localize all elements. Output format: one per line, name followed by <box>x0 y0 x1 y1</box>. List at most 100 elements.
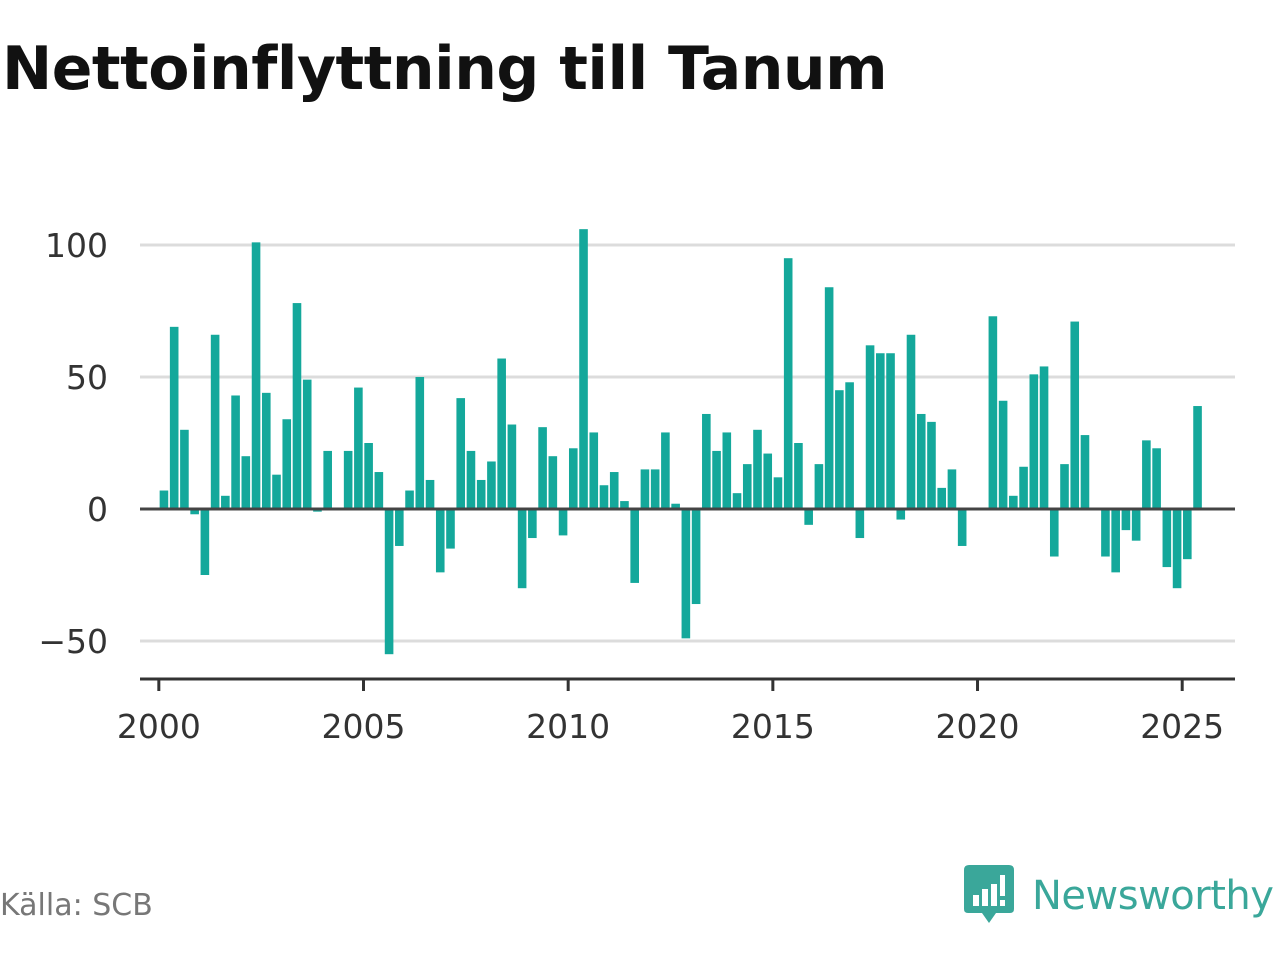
bar <box>1152 448 1161 509</box>
bar <box>405 490 414 509</box>
bar <box>1193 406 1202 509</box>
y-tick-label: 100 <box>45 226 108 265</box>
x-tick-label: 2010 <box>526 707 610 746</box>
bar <box>456 398 466 509</box>
bar <box>425 479 435 509</box>
bar <box>824 287 834 509</box>
y-tick-label: 0 <box>87 490 108 529</box>
brand-name: Newsworthy <box>1032 873 1274 919</box>
bar <box>200 509 210 575</box>
y-tick-labels: 100 50 0 −50 <box>38 226 108 661</box>
bar <box>231 395 240 509</box>
bar <box>599 485 609 509</box>
bar <box>855 509 865 539</box>
bar <box>620 501 629 509</box>
bar <box>374 472 384 509</box>
bar <box>354 387 363 509</box>
bar <box>1111 509 1120 573</box>
bar <box>1029 374 1039 509</box>
chart-title: Nettoinflyttning till Tanum <box>2 34 888 104</box>
bar <box>1019 466 1028 509</box>
bar <box>169 326 179 509</box>
bar <box>487 461 496 509</box>
bar <box>916 413 926 509</box>
bar <box>251 242 261 510</box>
bar <box>1009 495 1018 509</box>
bar <box>650 469 660 509</box>
bar <box>1131 509 1141 541</box>
bar <box>476 479 486 509</box>
bar <box>261 392 271 509</box>
bar <box>1121 509 1131 531</box>
bar <box>558 509 568 536</box>
x-tick-label: 2025 <box>1140 707 1224 746</box>
bar <box>783 258 793 509</box>
bar <box>446 509 455 549</box>
gridlines <box>140 243 1235 643</box>
bar <box>384 509 394 655</box>
bar <box>221 495 230 509</box>
bar <box>1142 440 1151 509</box>
bar <box>814 464 824 509</box>
bar <box>159 490 169 509</box>
bar <box>1049 509 1059 557</box>
bar <box>896 509 906 520</box>
bar <box>548 456 558 509</box>
bar <box>722 432 732 509</box>
bar <box>323 450 332 509</box>
bar <box>988 316 998 509</box>
bar <box>865 345 875 509</box>
bar <box>497 358 506 509</box>
bar <box>957 509 967 546</box>
bar <box>937 487 947 509</box>
x-tick-label: 2020 <box>936 707 1020 746</box>
bar <box>1172 509 1182 589</box>
bar <box>538 427 547 509</box>
bar <box>998 400 1008 509</box>
bar <box>886 353 895 509</box>
bar <box>579 229 588 509</box>
bar <box>804 509 813 525</box>
bar <box>517 509 527 589</box>
bar <box>947 469 957 509</box>
y-tick-label: 50 <box>66 358 108 397</box>
x-tick-label: 2000 <box>117 707 201 746</box>
bar <box>364 443 373 509</box>
bar <box>1162 509 1172 568</box>
bar <box>466 450 476 509</box>
bar <box>773 477 783 509</box>
bars <box>159 229 1202 655</box>
bar <box>180 429 189 509</box>
bar <box>1080 435 1090 509</box>
bar <box>702 413 711 509</box>
bar <box>835 390 844 509</box>
bar <box>640 469 650 509</box>
bar <box>435 509 445 573</box>
bar <box>568 448 578 509</box>
axes <box>140 507 1235 691</box>
bar <box>292 303 302 509</box>
bar <box>1183 509 1192 560</box>
bar <box>507 424 517 509</box>
source-note: Källa: SCB <box>0 888 153 923</box>
bar <box>876 353 885 509</box>
bar <box>589 432 599 509</box>
newsworthy-logo[interactable]: Newsworthy <box>964 864 1274 928</box>
bar <box>343 450 353 509</box>
bar <box>763 453 773 509</box>
bar <box>241 456 251 509</box>
bar <box>753 429 762 509</box>
y-tick-label: −50 <box>38 622 108 661</box>
bar <box>661 432 670 509</box>
bar <box>671 503 680 509</box>
bar <box>210 334 220 509</box>
bar <box>302 379 312 509</box>
x-tick-label: 2015 <box>731 707 815 746</box>
bar <box>272 474 281 509</box>
bar <box>630 509 639 583</box>
x-tick-label: 2005 <box>322 707 406 746</box>
bar <box>712 450 721 509</box>
bar <box>415 377 425 509</box>
bar <box>1070 321 1080 509</box>
